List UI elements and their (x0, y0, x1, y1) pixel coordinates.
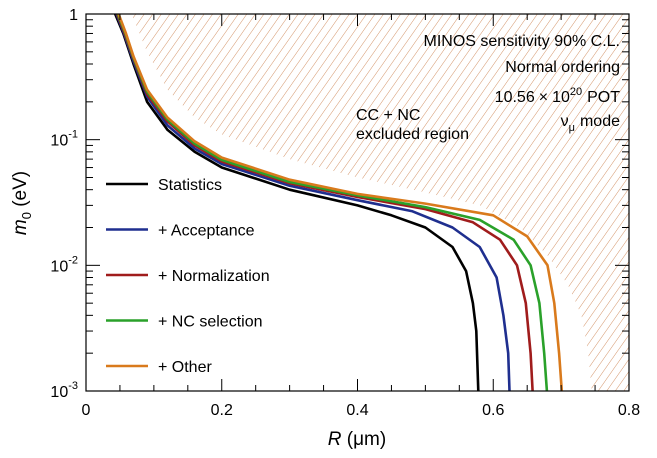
sensitivity-label: MINOS sensitivity 90% C.L. (424, 33, 621, 50)
mode-subscript: μ (569, 122, 575, 134)
y-tick-label: 1 (69, 7, 78, 24)
x-axis-title: R (μm) (328, 429, 386, 450)
y-tick-base: 10 (50, 133, 68, 150)
y-axis-variable: m (10, 219, 31, 235)
x-tick-label: 0 (82, 402, 91, 419)
legend-label-1: + Acceptance (158, 223, 255, 240)
region-label-line1: CC + NC (356, 107, 420, 124)
pot-mantissa: 10.56 (495, 89, 535, 106)
series-line-4 (117, 14, 564, 391)
y-tick-exponent: -2 (68, 254, 78, 266)
y-axis-title: m0 (eV) (10, 171, 34, 235)
region-label-line2: excluded region (356, 126, 469, 143)
y-tick-exponent: -1 (68, 129, 78, 141)
y-tick-label: 10-3 (50, 380, 78, 401)
y-axis-subscript: 0 (19, 212, 34, 219)
pot-times: × (539, 89, 548, 106)
excluded-region-hatch (131, 14, 629, 391)
y-axis-unit: (eV) (10, 171, 31, 212)
mode-nu: ν (561, 113, 569, 130)
pot-unit: POT (587, 89, 620, 106)
series-line-0 (113, 14, 480, 391)
series-layer (113, 14, 564, 391)
y-tick-label: 10-2 (50, 254, 78, 275)
legend-label-3: + NC selection (158, 314, 263, 331)
y-tick-label: 10-1 (50, 129, 78, 150)
x-tick-label: 0.8 (618, 402, 640, 419)
mode-label: νμ mode (561, 113, 620, 134)
y-tick-base: 10 (50, 384, 68, 401)
pot-exponent: 20 (570, 86, 582, 98)
excluded-region-layer (131, 14, 629, 391)
ordering-label: Normal ordering (505, 59, 620, 76)
mode-text: mode (580, 113, 620, 130)
y-tick-exponent: -3 (68, 380, 78, 392)
legend: Statistics + Acceptance + Normalization + N… (106, 177, 270, 376)
x-tick-label: 0.4 (346, 402, 368, 419)
legend-label-0: Statistics (158, 177, 222, 194)
legend-label-2: + Normalization (158, 268, 270, 285)
x-axis-unit: (μm) (342, 429, 387, 450)
x-tick-label: 0.2 (211, 402, 233, 419)
x-tick-label: 0.6 (482, 402, 504, 419)
y-tick-base: 10 (50, 258, 68, 275)
pot-base: 10 (552, 89, 570, 106)
x-axis-variable: R (328, 429, 342, 450)
pot-label: 10.56 × 1020 POT (495, 86, 621, 106)
legend-label-4: + Other (158, 359, 212, 376)
